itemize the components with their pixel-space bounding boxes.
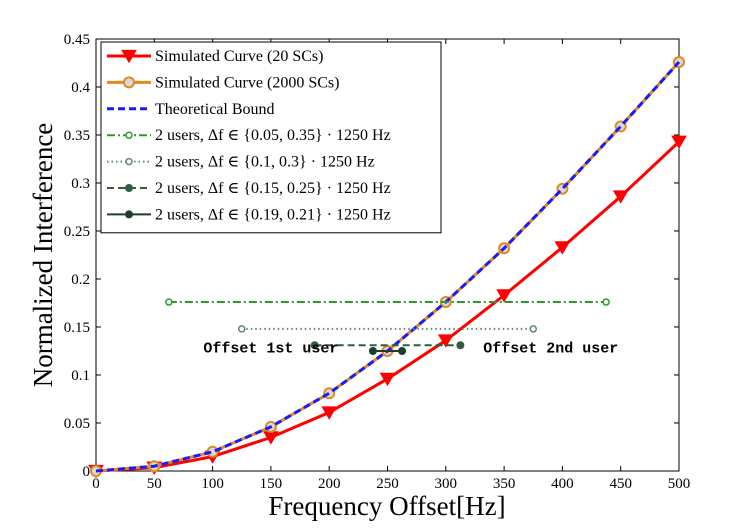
legend-swatch-marker (125, 131, 133, 139)
y-tick-label: 0.05 (64, 416, 90, 432)
x-tick-label: 0 (92, 476, 100, 492)
x-tick-label: 350 (493, 476, 516, 492)
legend-swatch-marker (121, 49, 137, 64)
y-tick-label: 0 (83, 464, 91, 480)
data-point (612, 190, 629, 204)
series-6 (368, 347, 407, 355)
data-point (165, 298, 173, 306)
series-4 (238, 325, 537, 333)
legend-entry: Simulated Curve (20 SCs) (155, 48, 323, 65)
annotation-group: Offset 1st user Offset 2nd user (203, 341, 618, 358)
x-tick-label: 300 (435, 476, 458, 492)
data-point (671, 135, 687, 150)
x-tick-label: 450 (609, 476, 632, 492)
data-point (238, 325, 246, 333)
plot-series-group (88, 56, 687, 479)
annotation-label: Offset 2nd user (483, 341, 618, 358)
y-tick-label: 0.45 (64, 32, 90, 48)
legend-box (100, 41, 442, 234)
x-tick-label: 50 (147, 476, 162, 492)
series-5 (310, 341, 465, 350)
data-point (368, 347, 377, 355)
legend-entry: 2 users, Δf ∈ {0.15, 0.25} · 1250 Hz (155, 180, 391, 197)
tick-group: 0 50 100 150 200 250 300 350 400 450 500 0 0.05 0.1 0.… (64, 32, 691, 492)
legend-swatch-marker (125, 210, 133, 219)
y-axis-label: Normalized Interference (28, 123, 58, 388)
data-point (496, 289, 512, 303)
x-tick-label: 500 (668, 476, 691, 492)
legend-swatch-marker (123, 76, 135, 89)
x-tick-label: 400 (551, 476, 574, 492)
y-tick-label: 0.15 (64, 320, 90, 336)
data-point (321, 406, 338, 420)
legend-entry: 2 users, Δf ∈ {0.05, 0.35} · 1250 Hz (155, 127, 391, 144)
legend-swatch-marker (125, 184, 133, 192)
legend-swatch-marker (125, 157, 133, 166)
legend-entry: 2 users, Δf ∈ {0.19, 0.21} · 1250 Hz (155, 206, 391, 223)
data-point (437, 334, 454, 348)
data-point (602, 298, 610, 306)
data-point (529, 325, 537, 333)
y-tick-label: 0.4 (71, 80, 90, 96)
y-tick-label: 0.35 (64, 128, 90, 144)
annotation-label: Offset 1st user (203, 341, 338, 358)
y-tick-label: 0.1 (71, 368, 90, 384)
x-tick-label: 100 (201, 476, 224, 492)
legend-entry: 2 users, Δf ∈ {0.1, 0.3} · 1250 Hz (155, 154, 375, 171)
legend-entry: Theoretical Bound (155, 101, 275, 118)
x-tick-label: 250 (376, 476, 399, 492)
data-point (456, 341, 465, 350)
legend-entry: Simulated Curve (2000 SCs) (155, 74, 339, 91)
x-tick-label: 150 (260, 476, 283, 492)
x-axis-label: Frequency Offset[Hz] (268, 491, 505, 521)
series-3 (165, 298, 610, 306)
x-tick-label: 200 (318, 476, 341, 492)
y-tick-label: 0.3 (71, 176, 90, 192)
y-tick-label: 0.2 (71, 272, 90, 288)
data-point (554, 241, 571, 255)
legend: Simulated Curve (20 SCs) Simulated Curve … (100, 41, 442, 234)
data-point (398, 347, 407, 355)
data-point (379, 372, 396, 387)
data-point (310, 341, 319, 350)
y-tick-label: 0.25 (64, 224, 90, 240)
